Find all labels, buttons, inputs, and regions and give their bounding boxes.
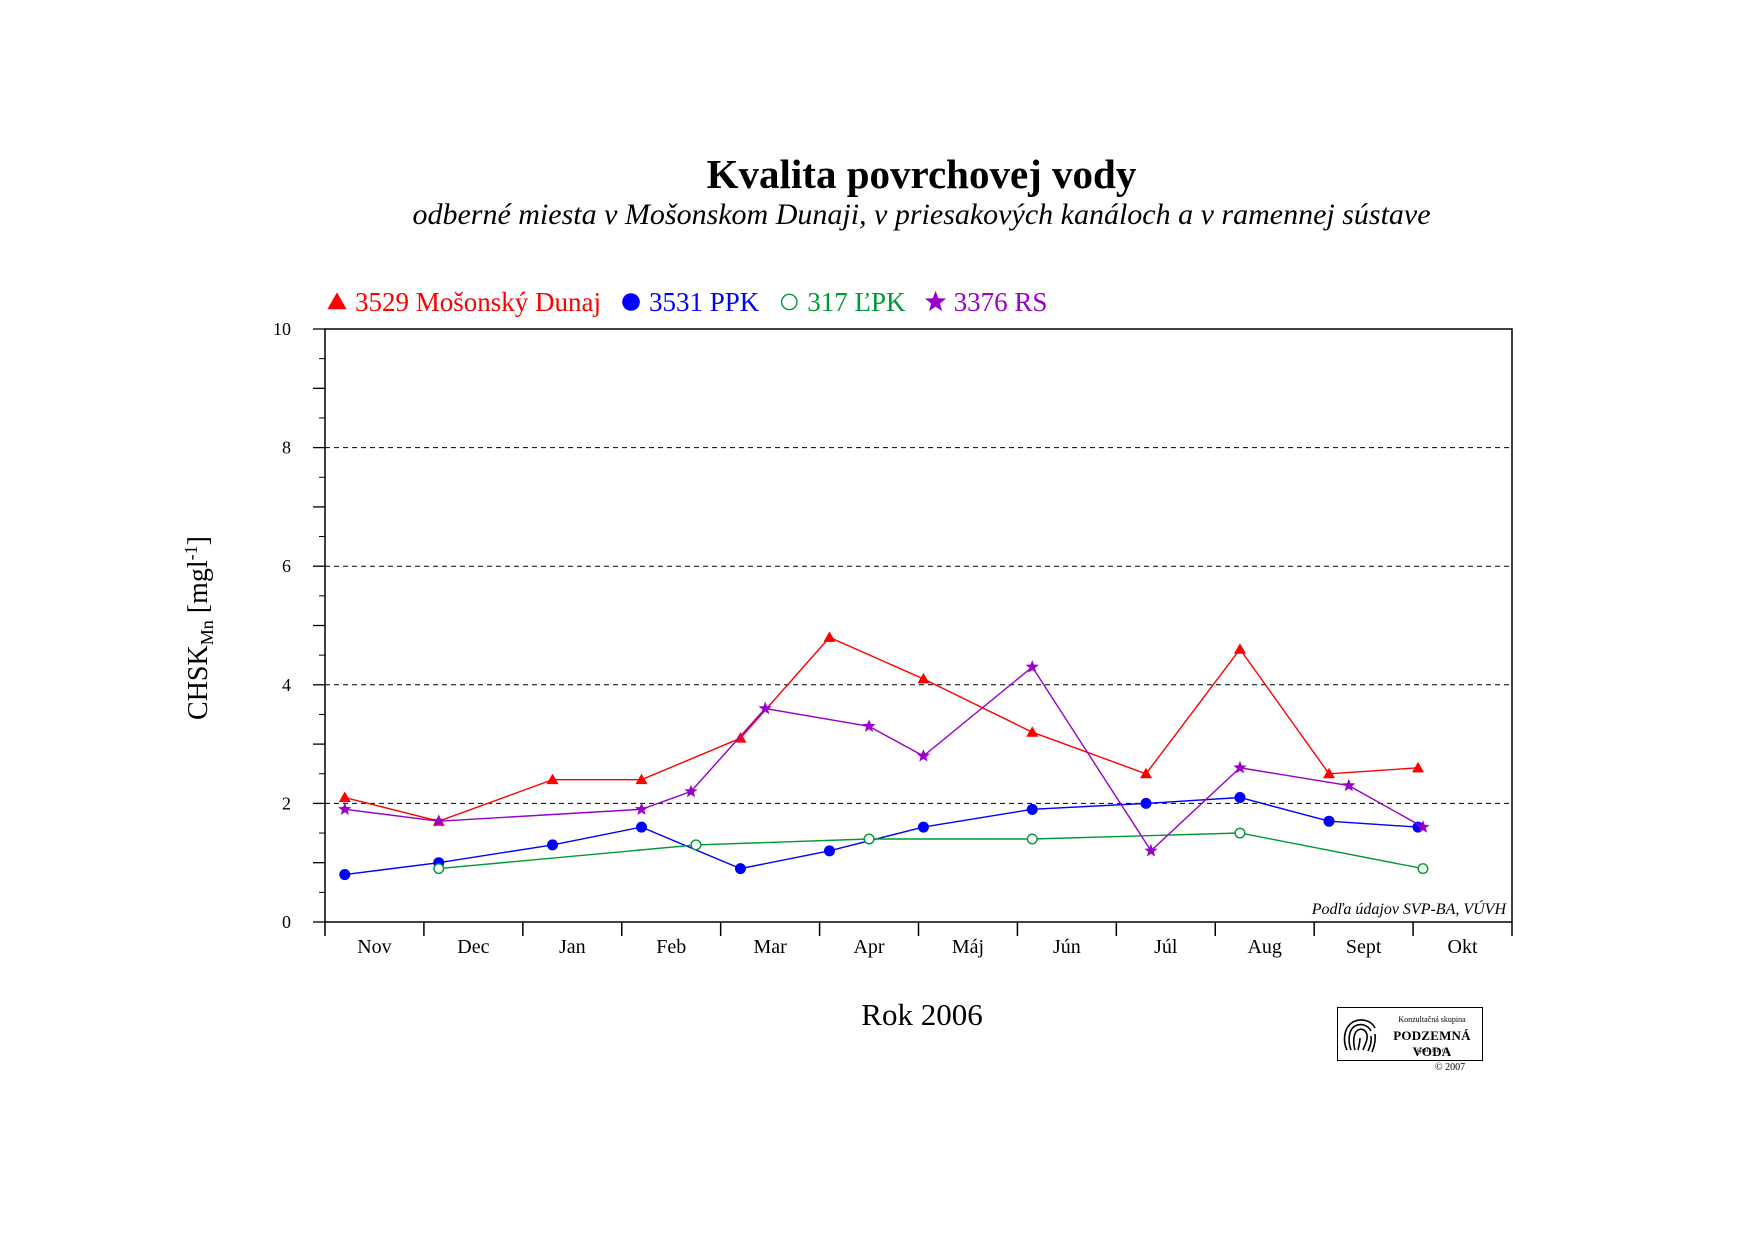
data-point-3-9 [1233,760,1247,774]
data-point-1-2 [547,839,559,851]
legend-label-2: 317 ĽPK [807,287,906,317]
x-axis: Nov Dec Jan Feb Mar Apr Máj Jún Júl Aug Sept Okt [324,922,1513,958]
y-axis-label-superscript: -1 [181,545,201,560]
legend-marker-2 [780,293,798,311]
y-axis-label-unit: [mgl [183,560,214,620]
data-point-0-3 [635,773,648,785]
series-1 [339,791,1424,881]
data-point-1-9 [1234,791,1246,803]
data-point-3-5 [862,719,876,732]
logo-tagline: Konzultačná skupina [1398,1015,1466,1024]
x-tick-label-Sept: Sept [1346,936,1382,958]
data-point-1-5 [823,845,835,857]
data-point-3-6 [916,749,931,762]
y-tick-label-8: 8 [282,438,291,458]
data-point-0-11 [1412,761,1425,773]
data-point-3-8 [1144,843,1158,857]
data-point-1-10 [1323,815,1335,827]
x-tick-label-Apr: Apr [853,936,884,958]
data-point-0-5 [823,631,836,642]
data-point-3-1 [432,814,446,827]
x-tick-label-Jún: Jún [1053,936,1081,958]
x-tick-label-Nov: Nov [357,936,391,958]
data-point-1-4 [734,863,746,875]
x-tick-label-Júl: Júl [1154,936,1178,958]
chart-title: Kvalita povrchovej vody [706,151,1137,197]
x-tick-label-Mar: Mar [753,936,787,958]
data-point-0-8 [1140,767,1153,779]
data-point-3-11 [1416,820,1430,833]
y-tick-label-10: 10 [273,319,291,339]
legend-label-3: 3376 RS [954,287,1048,317]
legend: 3529 Mošonský Dunaj 3531 PPK 317 ĽPK 3376 R… [327,287,1047,317]
x-tick-label-Aug: Aug [1247,936,1281,958]
series-group [338,631,1430,881]
legend-label-1: 3531 PPK [649,287,760,317]
data-point-1-6 [917,821,929,833]
gridlines [325,447,1512,804]
data-point-2-4 [1234,827,1246,839]
y-tick-label-2: 2 [282,793,291,813]
data-point-0-9 [1233,643,1246,654]
fingerprint-logo-icon [1343,1019,1377,1053]
data-point-3-2 [634,802,649,815]
legend-label-0: 3529 Mošonský Dunaj [355,287,601,317]
data-point-3-7 [1025,660,1039,673]
data-point-1-8 [1140,797,1152,809]
chart-subtitle: odberné miesta v Mošonskom Dunaji, v pri… [412,198,1431,231]
x-tick-label-Jan: Jan [559,936,586,958]
x-tick-label-Máj: Máj [952,936,984,958]
data-point-3-0 [338,802,352,815]
data-point-1-0 [339,869,351,881]
legend-marker-1 [622,293,640,311]
data-point-0-10 [1323,767,1336,779]
data-point-2-0 [433,863,445,875]
data-point-0-0 [338,791,351,802]
series-3 [338,660,1430,857]
data-point-3-4 [758,701,772,715]
x-axis-label: Rok 2006 [861,997,982,1032]
plot-frame [324,328,1513,923]
y-tick-label-6: 6 [282,556,291,576]
legend-marker-0 [327,292,347,310]
legend-marker-3 [924,290,947,312]
data-point-1-3 [636,821,648,833]
y-tick-label-0: 0 [282,912,291,932]
y-axis-label-base: CHSK [183,645,214,720]
company-logo: Konzultačná skupina PODZEMNÁ VODA spol. … [1337,1007,1483,1061]
y-axis-label-subscript: Mn [197,620,217,645]
logo-name: PODZEMNÁ VODA [1393,1028,1471,1059]
data-point-2-3 [1026,833,1038,845]
y-axis: 0 2 4 6 8 10 [273,319,325,932]
data-point-3-10 [1342,778,1356,792]
y-axis-label: CHSKMn [mgl-1] [181,536,217,720]
data-point-0-6 [917,672,930,684]
source-note: Podľa údajov SVP-BA, VÚVH [1311,899,1508,918]
data-point-2-2 [863,833,875,845]
series-line-2 [438,832,1424,870]
data-point-2-1 [690,839,702,851]
x-tick-label-Feb: Feb [656,936,686,958]
data-point-3-3 [684,784,698,798]
y-tick-label-4: 4 [282,675,291,695]
series-2 [433,827,1429,875]
logo-copyright: © 2007 [1435,1062,1466,1073]
data-point-1-7 [1026,803,1038,815]
series-0 [338,631,1425,826]
series-line-0 [344,636,1419,822]
series-line-3 [344,665,1424,852]
x-tick-label-Okt: Okt [1448,936,1478,958]
data-point-0-2 [546,773,559,785]
y-axis-label-suffix: ] [183,536,214,545]
logo-legal-form: spol. s r. o. [1416,1046,1448,1054]
x-tick-label-Dec: Dec [457,936,489,958]
data-point-0-7 [1026,726,1039,737]
data-point-2-5 [1417,863,1429,875]
